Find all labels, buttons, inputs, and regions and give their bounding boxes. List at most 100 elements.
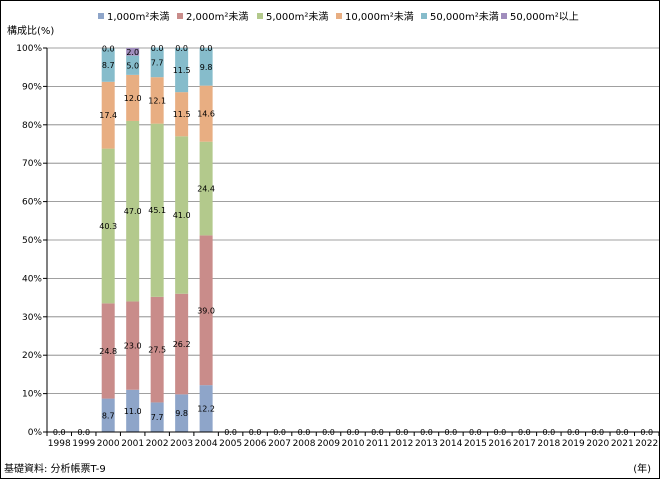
data-label: 12.0: [124, 94, 142, 103]
data-label: 0.0: [640, 428, 653, 437]
x-tick-label: 2022: [635, 439, 658, 449]
data-labels: 0.0 0.0 8.7 24.8 40.3 17.4 8.7 0.0 11.0 23.0 47.0 1…: [53, 44, 653, 437]
legend-swatch: [257, 13, 263, 19]
bar-segment: [150, 402, 164, 432]
bar-segment: [175, 92, 189, 137]
y-tick-label: 20%: [22, 351, 42, 361]
bar-segment: [199, 48, 213, 86]
x-tick-label: 2020: [586, 439, 609, 449]
x-tick-label: 2015: [464, 439, 487, 449]
x-tick-label: 2009: [317, 439, 340, 449]
data-label: 0.0: [224, 428, 237, 437]
x-tick-label: 2017: [513, 439, 536, 449]
x-tick-label: 2019: [562, 439, 585, 449]
data-label: 0.0: [298, 428, 311, 437]
bar-segment: [126, 389, 140, 432]
data-label: 0.0: [469, 428, 482, 437]
bar-segment: [199, 235, 213, 386]
y-tick-label: 80%: [22, 121, 42, 131]
bar-segment: [126, 55, 140, 75]
legend-swatch: [501, 13, 507, 19]
data-label: 24.4: [197, 185, 215, 194]
data-label: 0.0: [542, 428, 555, 437]
axes: [43, 47, 659, 436]
data-label: 26.2: [173, 340, 191, 349]
data-label: 0.0: [445, 428, 458, 437]
bar-segment: [150, 77, 164, 124]
data-label: 11.0: [124, 407, 142, 416]
legend-label: 10,000m²未満: [345, 11, 414, 23]
y-tick-label: 70%: [22, 159, 42, 169]
data-label: 0.0: [420, 428, 433, 437]
legend: 1,000m²未満 2,000m²未満 5,000m²未満 10,000m²未満 50,…: [98, 11, 579, 23]
data-label: 0.0: [77, 428, 90, 437]
x-tick-label: 2005: [219, 439, 242, 449]
data-label: 5.0: [126, 61, 139, 70]
legend-swatch: [98, 13, 104, 19]
legend-swatch: [177, 13, 183, 19]
data-label: 8.7: [102, 61, 115, 70]
bar-segment: [126, 74, 140, 121]
x-tick-label: 2011: [366, 439, 389, 449]
x-tick-label: 2010: [342, 439, 365, 449]
y-tick-label: 0%: [28, 428, 43, 438]
data-label: 11.5: [173, 66, 191, 75]
bar-segment: [101, 81, 115, 149]
data-label: 27.5: [148, 346, 166, 355]
legend-label: 2,000m²未満: [186, 11, 248, 23]
data-label: 14.6: [197, 110, 215, 119]
x-tick-label: 1998: [48, 439, 71, 449]
data-label: 0.0: [322, 428, 335, 437]
x-tick-label: 2000: [97, 439, 120, 449]
bar-segment: [126, 48, 140, 56]
source-note: 基礎資料: 分析帳票T-9: [4, 462, 106, 475]
x-tick-label: 2008: [293, 439, 316, 449]
x-tick-label: 2007: [268, 439, 291, 449]
y-tick-label: 90%: [22, 82, 42, 92]
x-tick-label: 2012: [391, 439, 414, 449]
x-tick-label: 2014: [439, 439, 462, 449]
x-tick-label: 1999: [72, 439, 95, 449]
x-tick-label: 2018: [537, 439, 560, 449]
y-tick-label: 50%: [22, 236, 42, 246]
x-tick-label: 2013: [415, 439, 438, 449]
legend-label: 1,000m²未満: [107, 11, 169, 23]
y-tick-label: 10%: [22, 390, 42, 400]
bar-segment: [150, 123, 164, 297]
data-label: 0.0: [518, 428, 531, 437]
legend-label: 5,000m²未満: [266, 11, 328, 23]
bar-segment: [101, 48, 115, 82]
data-label: 12.1: [148, 96, 166, 105]
data-label: 9.8: [175, 409, 188, 418]
legend-label: 50,000m²以上: [510, 11, 579, 23]
x-axis-unit: (年): [633, 462, 651, 475]
gridlines: [47, 47, 659, 395]
data-label: 9.8: [200, 63, 213, 72]
bar-segment: [175, 136, 189, 294]
data-label: 40.3: [99, 222, 117, 231]
data-label: 0.0: [151, 44, 164, 53]
x-tick-label: 2006: [244, 439, 267, 449]
data-label: 0.0: [591, 428, 604, 437]
data-label: 8.7: [102, 411, 115, 420]
data-label: 41.0: [173, 211, 191, 220]
x-tick-label: 2001: [121, 439, 144, 449]
y-tick-label: 60%: [22, 198, 42, 208]
data-label: 12.2: [197, 405, 215, 414]
data-label: 39.0: [197, 306, 215, 315]
bar-segment: [126, 120, 140, 302]
data-label: 0.0: [494, 428, 507, 437]
bar-segment: [126, 301, 140, 390]
data-label: 0.0: [371, 428, 384, 437]
data-label: 47.0: [124, 207, 142, 216]
data-label: 45.1: [148, 206, 166, 215]
bar-segment: [175, 48, 189, 93]
data-label: 0.0: [102, 44, 115, 53]
y-tick-label: 40%: [22, 274, 42, 284]
bar-segment: [199, 141, 213, 236]
legend-swatch: [336, 13, 342, 19]
data-label: 2.0: [126, 48, 139, 57]
data-label: 0.0: [567, 428, 580, 437]
bar-segment: [150, 47, 164, 78]
